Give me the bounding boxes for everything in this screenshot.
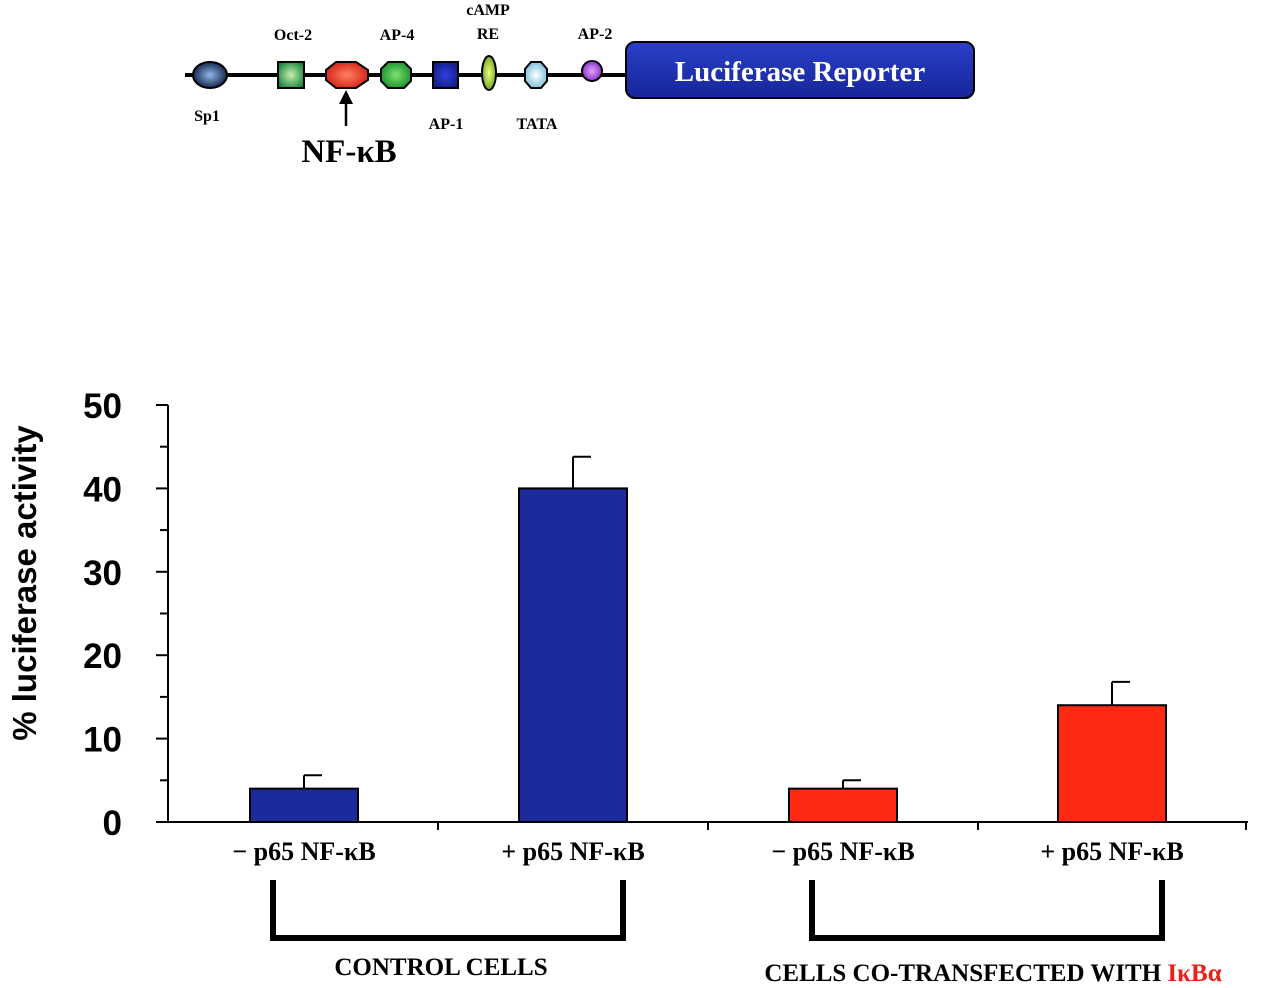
group-bracket — [270, 880, 626, 941]
luciferase-reporter-box — [625, 41, 975, 99]
ap2-label: AP-2 — [578, 26, 613, 43]
nfkb-element — [325, 61, 369, 89]
category-label: − p65 NF-κB — [771, 837, 914, 866]
oct2-element — [277, 61, 305, 89]
category-label: + p65 NF-κB — [1040, 837, 1183, 866]
y-tick-label: 10 — [83, 721, 122, 760]
y-tick-label: 30 — [83, 554, 122, 593]
bars — [249, 455, 1167, 824]
bar — [249, 787, 359, 824]
y-tick-label: 50 — [83, 387, 122, 426]
y-tick-label: 40 — [83, 470, 122, 509]
ikba-label: IκBα — [1167, 960, 1221, 987]
oct2-label: Oct-2 — [274, 27, 312, 44]
ap4-element — [380, 61, 412, 89]
bar — [518, 487, 628, 823]
group-label: CELLS CO-TRANSFECTED WITH IκBα — [764, 960, 1221, 987]
group-label: CONTROL CELLS — [334, 954, 547, 981]
ap1-label: AP-1 — [429, 116, 464, 133]
camp-re-element — [481, 55, 497, 91]
tata-element — [524, 61, 548, 89]
ap2-element — [581, 60, 603, 82]
y-axis-label: % luciferase activity — [6, 425, 43, 741]
bar — [788, 787, 898, 824]
bar — [1057, 704, 1167, 823]
reporter-label: Luciferase Reporter — [675, 56, 926, 88]
re-label: RE — [477, 26, 499, 43]
nfkb-arrow-head — [339, 90, 353, 104]
sp1-label: Sp1 — [194, 108, 220, 125]
y-tick-label: 0 — [103, 804, 122, 843]
bar-chart: % luciferase activity 0 10 20 30 40 50 − p65 … — [6, 387, 1248, 987]
sp1-element — [192, 61, 228, 89]
y-tick-label: 20 — [83, 637, 122, 676]
category-label: − p65 NF-κB — [232, 837, 375, 866]
x-axis: − p65 NF-κB + p65 NF-κB − p65 NF-κB + p65 N… — [160, 821, 1248, 866]
nfkb-label: NF-κB — [301, 134, 396, 170]
ap1-element — [432, 61, 459, 89]
category-label: + p65 NF-κB — [501, 837, 644, 866]
y-axis: 0 10 20 30 40 50 — [83, 387, 169, 843]
ap4-label: AP-4 — [380, 27, 415, 44]
camp-label: cAMP — [466, 2, 510, 19]
group-bracket — [809, 880, 1165, 941]
tata-label: TATA — [517, 116, 558, 133]
group-brackets: CONTROL CELLS CELLS CO-TRANSFECTED WITH I… — [270, 880, 1222, 987]
promoter-diagram: Luciferase Reporter Oct-2 AP-4 cAMP RE A… — [185, 2, 975, 170]
